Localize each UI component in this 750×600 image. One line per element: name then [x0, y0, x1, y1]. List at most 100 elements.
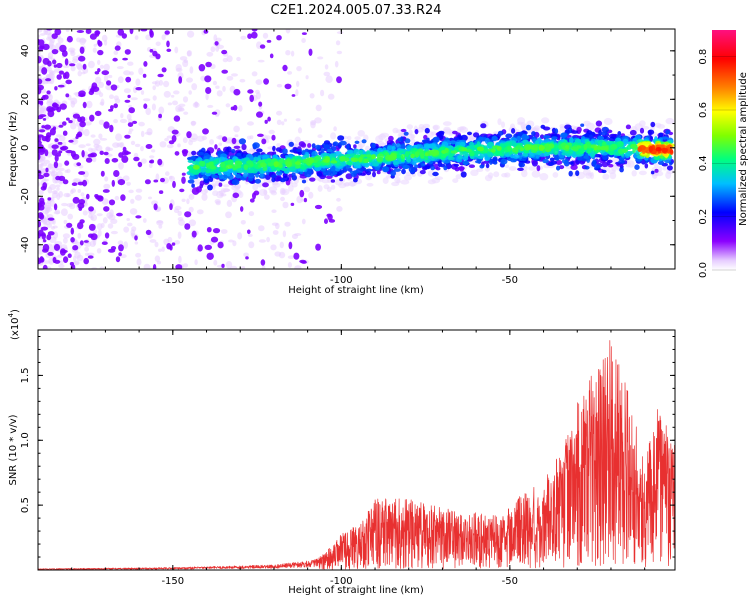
heatmap-cell: [305, 75, 309, 80]
heatmap-cell: [617, 141, 624, 148]
heatmap-cell: [518, 162, 525, 168]
heatmap-cell: [156, 220, 164, 226]
spectrogram-ticks: -150 -100 -50 -40 -20 0 20 40: [20, 29, 675, 286]
heatmap-cell: [38, 163, 43, 171]
heatmap-cell: [87, 255, 94, 259]
heatmap-cell: [60, 145, 69, 151]
heatmap-cell: [650, 121, 656, 128]
heatmap-cell: [56, 187, 60, 191]
heatmap-cell: [72, 196, 80, 204]
heatmap-cell: [173, 115, 181, 122]
heatmap-cell: [324, 64, 329, 70]
heatmap-cell: [179, 188, 185, 193]
heatmap-cell: [181, 198, 186, 202]
heatmap-cell: [113, 103, 118, 109]
heatmap-cell: [57, 141, 63, 145]
heatmap-cell: [281, 121, 285, 126]
heatmap-cell: [171, 135, 177, 143]
heatmap-cell: [44, 124, 52, 130]
heatmap-cell: [291, 94, 296, 97]
heatmap-cell: [273, 161, 279, 168]
heatmap-cell: [493, 160, 498, 165]
heatmap-cell: [619, 167, 624, 173]
heatmap-cell: [330, 179, 336, 183]
heatmap-cell: [325, 75, 333, 83]
heatmap-cell: [63, 219, 68, 225]
heatmap-cell: [267, 116, 271, 122]
snr-ytick-label: 1.0: [20, 432, 31, 448]
heatmap-cell: [214, 41, 219, 46]
heatmap-cell: [303, 197, 307, 203]
heatmap-cell: [600, 131, 608, 136]
heatmap-cell: [79, 219, 85, 224]
heatmap-cell: [95, 30, 100, 37]
heatmap-cell: [191, 155, 196, 161]
heatmap-cell: [637, 146, 643, 153]
heatmap-cell: [153, 203, 158, 211]
heatmap-cell: [483, 160, 490, 164]
heatmap-cell: [231, 179, 240, 186]
heatmap-cell: [325, 175, 333, 179]
heatmap-cell: [189, 175, 196, 180]
heatmap-cell: [118, 162, 124, 170]
heatmap-cell: [99, 138, 108, 141]
heatmap-cell: [389, 154, 397, 160]
heatmap-cell: [436, 131, 444, 137]
heatmap-cell: [47, 107, 56, 112]
heatmap-cell: [304, 171, 312, 178]
heatmap-cell: [47, 217, 55, 221]
heatmap-cell: [128, 189, 134, 194]
snr-ylabel: SNR (10 * v/v): [8, 414, 19, 485]
heatmap-cell: [103, 206, 110, 212]
heatmap-cell: [194, 259, 198, 266]
heatmap-cell: [522, 153, 529, 157]
heatmap-cell: [74, 251, 81, 259]
heatmap-cell: [465, 148, 472, 153]
heatmap-cell: [357, 130, 366, 137]
heatmap-cell: [280, 196, 285, 202]
heatmap-cell: [491, 135, 498, 142]
heatmap-cell: [76, 37, 81, 43]
heatmap-cell: [655, 147, 662, 152]
heatmap-cell: [187, 159, 194, 163]
heatmap-cell: [129, 208, 138, 215]
heatmap-cell: [111, 179, 116, 187]
heatmap-cell: [59, 103, 67, 110]
heatmap-cell: [206, 51, 214, 57]
heatmap-cell: [87, 252, 95, 257]
heatmap-cell: [41, 178, 47, 182]
heatmap-cell: [178, 219, 186, 226]
heatmap-cell: [182, 96, 189, 103]
heatmap-cell: [593, 145, 598, 151]
heatmap-cell: [231, 73, 238, 77]
heatmap-cell: [489, 158, 493, 165]
heatmap-cell: [218, 142, 223, 146]
colorbar-label: Normalized spectral amplitude: [738, 72, 749, 226]
heatmap-cell: [361, 139, 367, 144]
spectrogram-ytick-label: 40: [20, 44, 31, 57]
heatmap-cell: [382, 166, 390, 173]
heatmap-cell: [137, 161, 143, 168]
heatmap-cell: [108, 74, 113, 79]
heatmap-cell: [197, 244, 203, 252]
heatmap-cell: [570, 130, 579, 134]
heatmap-cell: [149, 159, 155, 164]
heatmap-cell: [38, 220, 42, 228]
heatmap-cell: [317, 134, 323, 139]
heatmap-cell: [233, 145, 241, 149]
heatmap-cell: [564, 144, 570, 149]
heatmap-cell: [158, 248, 162, 252]
heatmap-cell: [199, 160, 206, 167]
heatmap-cell: [85, 157, 93, 163]
heatmap-cell: [133, 156, 140, 162]
heatmap-cell: [206, 252, 214, 260]
heatmap-cell: [98, 119, 105, 126]
heatmap-cell: [406, 156, 411, 160]
heatmap-cell: [261, 264, 266, 269]
heatmap-cell: [94, 71, 100, 75]
colorbar-tick-label: 0.0: [698, 262, 709, 278]
heatmap-cell: [59, 260, 64, 265]
heatmap-cell: [276, 35, 282, 41]
heatmap-cell: [248, 211, 255, 217]
